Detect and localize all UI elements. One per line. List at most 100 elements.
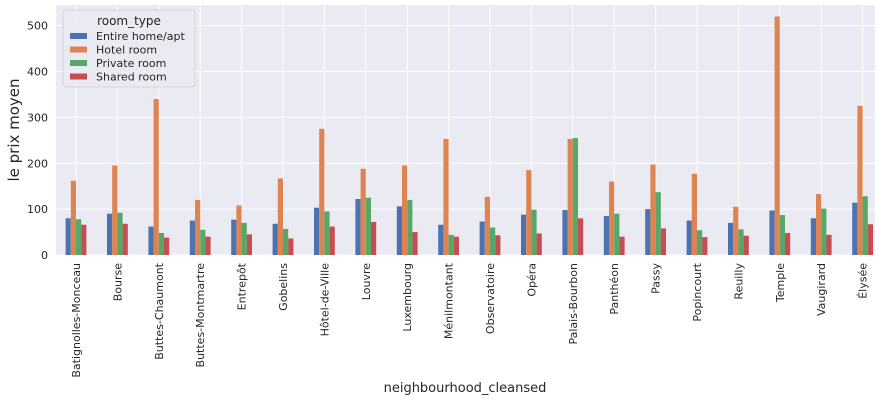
x-tick-label: Entrepôt: [236, 262, 249, 310]
bar-shared-room-9: [453, 236, 459, 255]
legend-swatch: [70, 33, 87, 39]
legend-swatch: [70, 73, 87, 80]
bar-hotel-room-6: [319, 128, 325, 255]
bar-hotel-room-1: [112, 165, 118, 255]
bar-hotel-room-4: [236, 205, 242, 255]
x-tick-label: Luxembourg: [401, 263, 414, 332]
y-tick-label: 100: [27, 203, 48, 216]
bar-shared-room-15: [702, 237, 708, 255]
x-tick-label: Popincourt: [691, 262, 704, 321]
bar-shared-room-19: [867, 224, 873, 255]
bar-private-room-19: [862, 196, 868, 255]
bar-shared-room-17: [785, 232, 791, 255]
bar-private-room-11: [531, 209, 537, 255]
bar-entire-home-apt-11: [521, 214, 527, 255]
bar-shared-room-1: [122, 223, 128, 255]
bar-private-room-9: [448, 234, 454, 255]
bar-hotel-room-16: [733, 206, 739, 255]
bar-private-room-1: [117, 212, 123, 255]
bar-shared-room-18: [826, 234, 832, 255]
bar-private-room-15: [697, 230, 703, 255]
bar-entire-home-apt-8: [396, 206, 402, 255]
bar-hotel-room-17: [774, 16, 780, 255]
bar-entire-home-apt-10: [479, 221, 485, 255]
bar-hotel-room-7: [360, 168, 366, 255]
bar-private-room-14: [655, 192, 661, 255]
bar-entire-home-apt-16: [728, 222, 734, 255]
bar-entire-home-apt-5: [272, 223, 278, 255]
bar-hotel-room-10: [484, 196, 490, 255]
bar-entire-home-apt-9: [438, 224, 444, 255]
bar-entire-home-apt-1: [107, 213, 113, 255]
y-tick-label: 300: [27, 111, 48, 124]
bar-entire-home-apt-17: [769, 210, 775, 255]
y-tick-labels: 0 100 200 300 400 500: [27, 20, 48, 262]
bar-shared-room-14: [660, 228, 666, 255]
bar-private-room-17: [779, 215, 785, 255]
bars: [65, 16, 873, 255]
bar-hotel-room-12: [567, 138, 573, 255]
x-tick-label: Hôtel-de-Ville: [318, 263, 331, 337]
x-tick-label: Temple: [774, 263, 787, 303]
bar-shared-room-4: [246, 234, 252, 255]
x-tick-label: Opéra: [525, 263, 538, 297]
x-tick-label: Reuilly: [732, 263, 745, 300]
bar-entire-home-apt-0: [65, 218, 71, 255]
bar-hotel-room-13: [609, 181, 615, 255]
bar-entire-home-apt-13: [603, 216, 609, 255]
bar-hotel-room-5: [277, 178, 283, 255]
bar-entire-home-apt-15: [686, 220, 692, 255]
bar-entire-home-apt-12: [562, 210, 568, 255]
bar-entire-home-apt-3: [189, 220, 195, 255]
bar-shared-room-6: [329, 226, 335, 255]
y-tick-label: 400: [27, 66, 48, 79]
bar-shared-room-0: [81, 224, 87, 255]
y-tick-label: 0: [41, 249, 48, 262]
bar-hotel-room-18: [816, 193, 822, 255]
bar-shared-room-16: [743, 235, 749, 255]
y-tick-label: 200: [27, 157, 48, 170]
bar-hotel-room-11: [526, 170, 532, 255]
bar-shared-room-7: [371, 221, 377, 255]
bar-entire-home-apt-4: [231, 219, 237, 255]
x-tick-label: Buttes-Montmartre: [194, 263, 207, 368]
bar-shared-room-12: [578, 218, 584, 255]
bar-hotel-room-19: [857, 105, 863, 255]
legend-label: Shared room: [96, 71, 167, 84]
x-tick-label: Gobelins: [277, 263, 290, 311]
legend-title: room_type: [97, 14, 161, 28]
bar-private-room-8: [407, 199, 413, 255]
bar-shared-room-3: [205, 236, 211, 255]
bar-entire-home-apt-7: [355, 199, 361, 255]
bar-private-room-12: [572, 138, 578, 255]
y-axis-title: le prix moyen: [5, 78, 23, 181]
bar-entire-home-apt-2: [148, 226, 154, 255]
bar-entire-home-apt-6: [314, 207, 320, 255]
legend-label: Private room: [96, 57, 166, 70]
bar-entire-home-apt-18: [810, 218, 816, 255]
x-tick-label: Batignolles-Monceau: [70, 263, 83, 378]
bar-shared-room-2: [164, 237, 170, 255]
x-tick-label: Palais-Bourbon: [567, 263, 580, 345]
bar-hotel-room-15: [691, 173, 697, 255]
y-tick-label: 500: [27, 20, 48, 33]
legend-label: Hotel room: [96, 44, 157, 57]
x-tick-label: Buttes-Chaumont: [153, 262, 166, 359]
bar-private-room-10: [490, 227, 496, 255]
bar-private-room-16: [738, 229, 744, 255]
bar-private-room-13: [614, 213, 620, 255]
bar-private-room-0: [76, 219, 82, 255]
legend-swatch: [70, 60, 87, 66]
bar-private-room-3: [200, 229, 206, 255]
bar-shared-room-8: [412, 232, 418, 255]
bar-hotel-room-9: [443, 138, 449, 255]
bar-private-room-18: [821, 208, 827, 255]
bar-private-room-7: [365, 197, 371, 255]
legend-swatch: [70, 46, 87, 53]
x-tick-label: Louvre: [360, 263, 373, 300]
bar-private-room-2: [158, 232, 164, 255]
bar-shared-room-11: [536, 233, 542, 255]
